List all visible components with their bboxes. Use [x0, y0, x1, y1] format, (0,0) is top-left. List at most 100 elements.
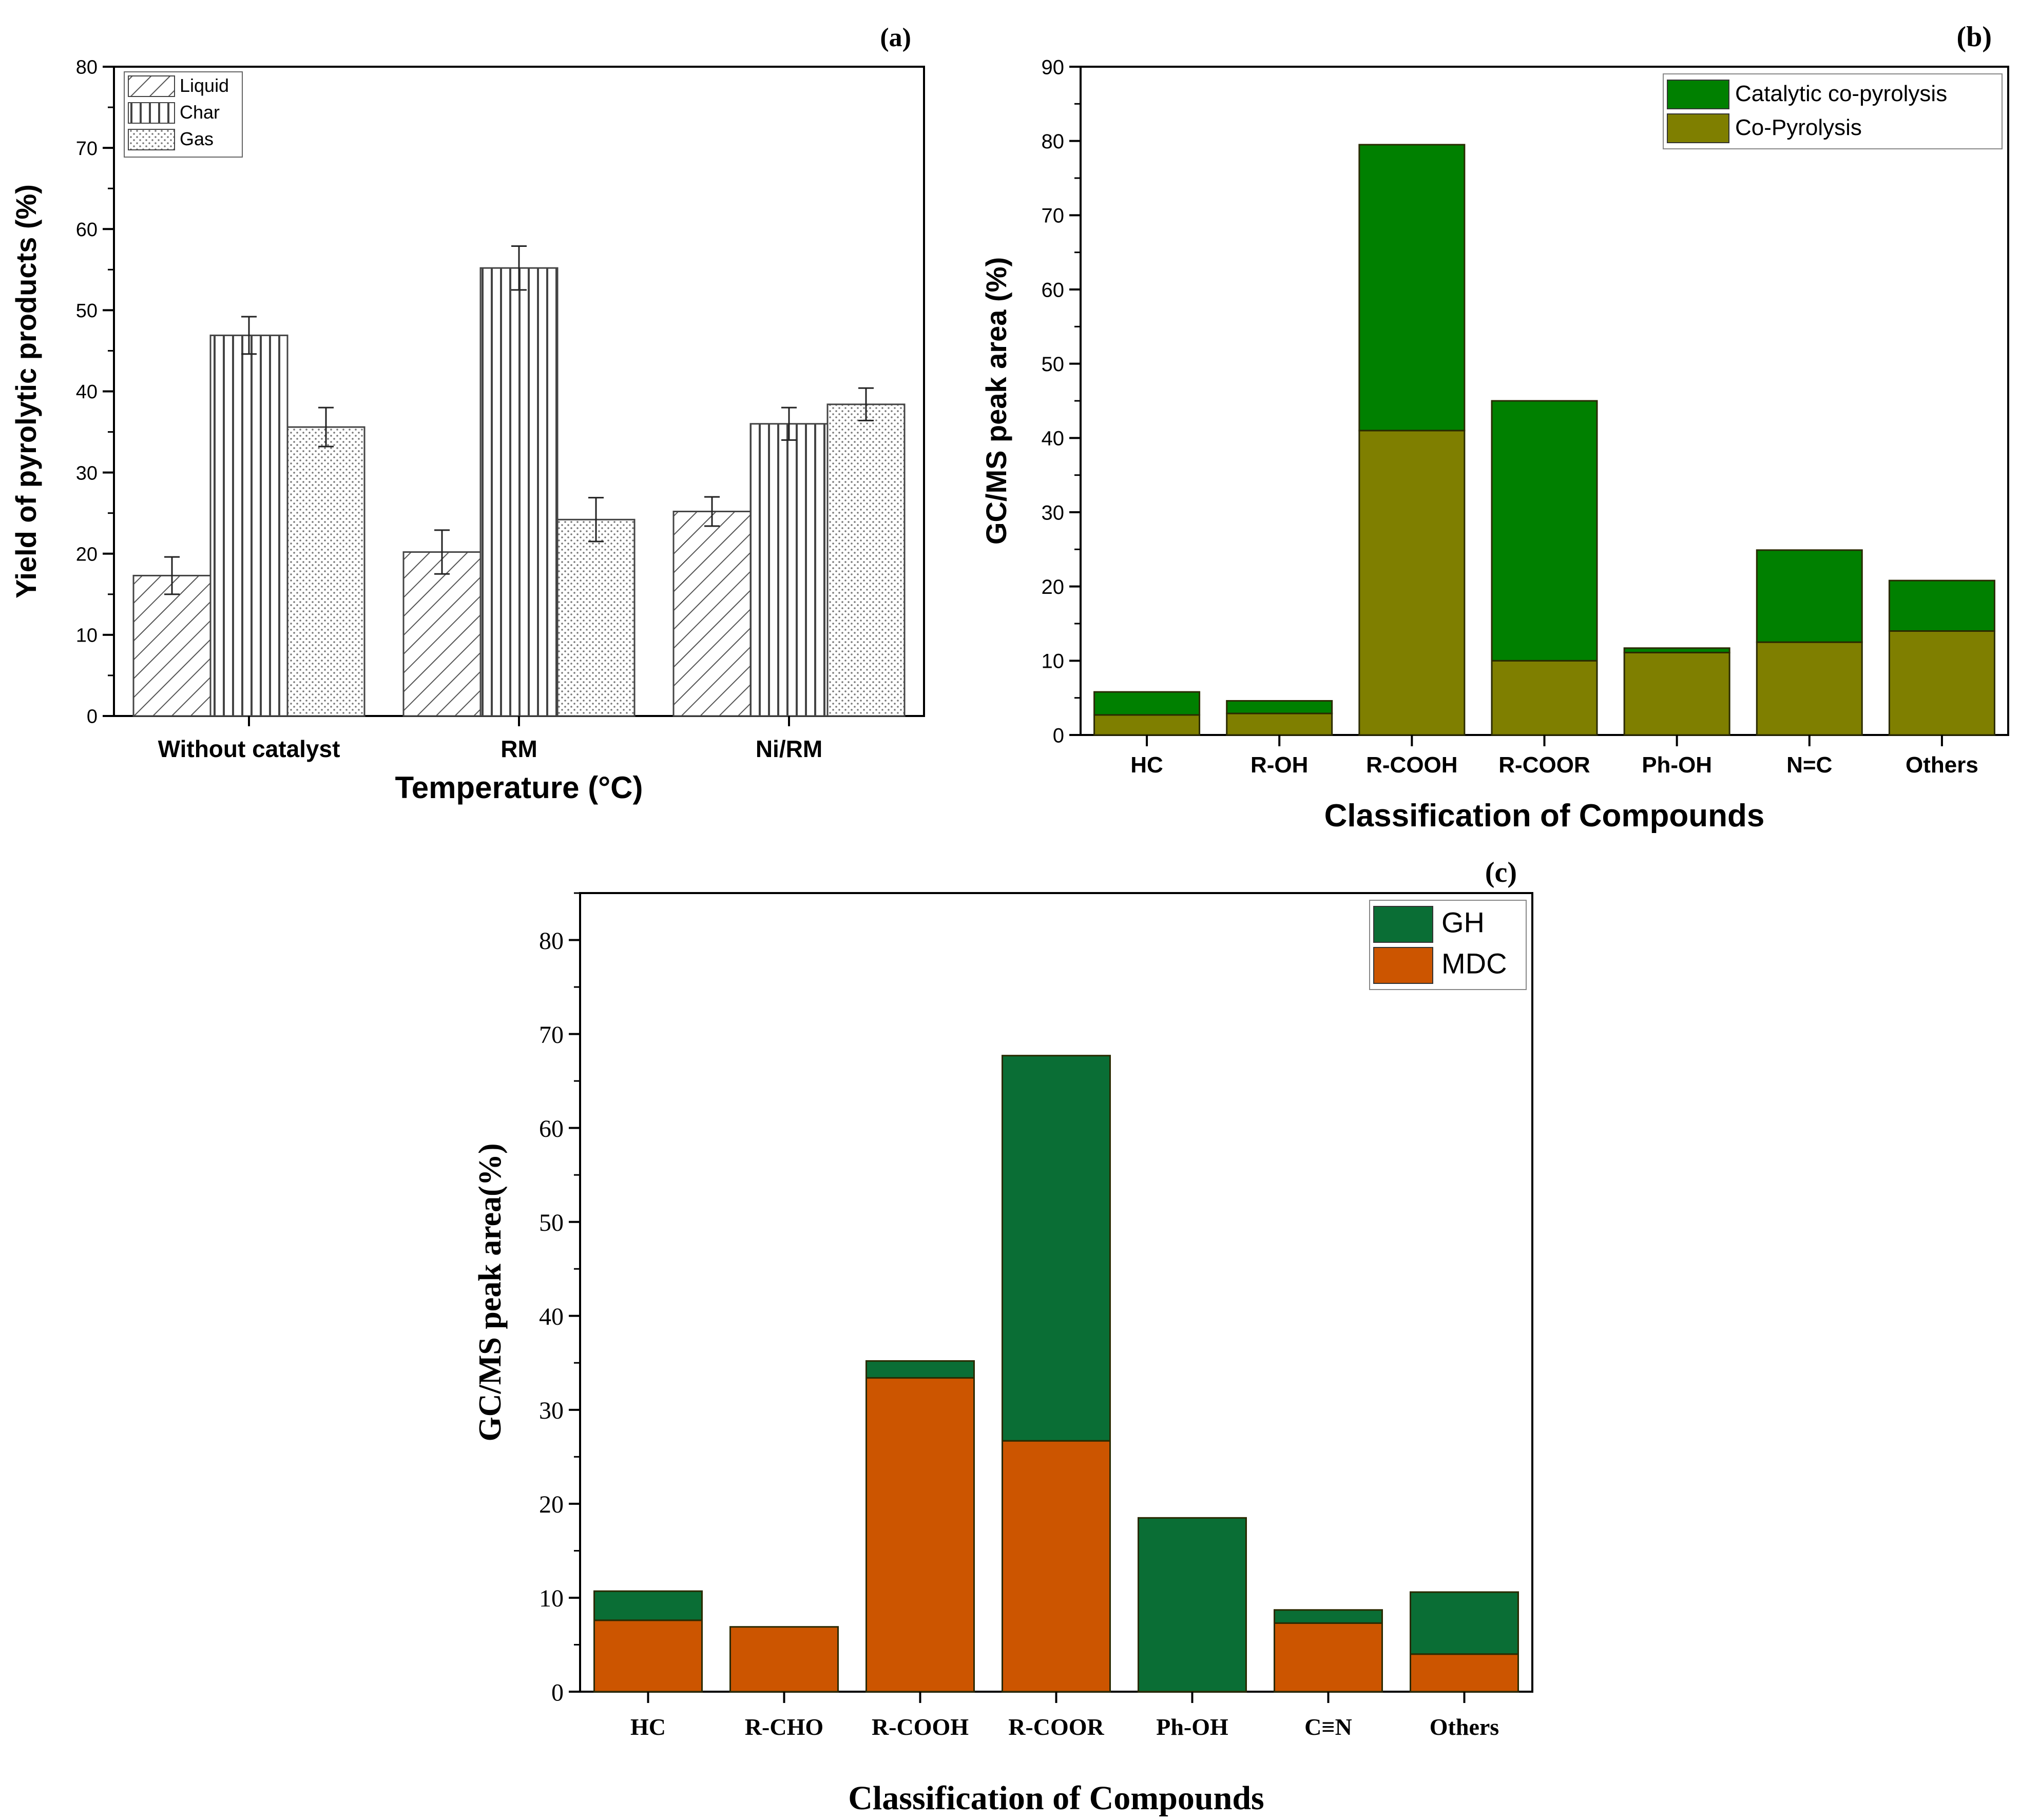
bar-gh — [1274, 1609, 1383, 1624]
legend-label: Liquid — [180, 75, 229, 96]
y-tick-label: 60 — [539, 1115, 564, 1143]
y-tick-label: 30 — [539, 1397, 564, 1424]
y-tick-label: 0 — [551, 1679, 564, 1706]
y-tick-label: 80 — [1042, 130, 1065, 153]
legend-swatch — [128, 102, 175, 124]
bar-catalytic-co-pyrolysis — [1358, 144, 1466, 432]
x-axis-label: Classification of Compounds — [848, 1779, 1264, 1817]
y-tick-label: 40 — [1042, 428, 1065, 450]
legend-swatch — [1667, 80, 1729, 109]
bar-liquid — [672, 511, 752, 717]
bar-gh — [593, 1590, 703, 1621]
bar-mdc — [1002, 1440, 1111, 1693]
legend-label: Co-Pyrolysis — [1735, 115, 1862, 140]
bar-mdc — [1274, 1622, 1383, 1693]
x-tick-label: C≡N — [1304, 1714, 1352, 1740]
x-tick-label: R-CHO — [745, 1714, 823, 1740]
bar-mdc — [865, 1377, 975, 1693]
x-tick-label: R-COOR — [1498, 752, 1590, 778]
bar-gas — [286, 426, 365, 717]
y-tick-label: 20 — [1042, 576, 1065, 598]
y-axis-label: GC/MS peak area(%) — [473, 1144, 508, 1442]
y-tick-label: 30 — [76, 462, 98, 484]
bar-gh — [865, 1360, 975, 1379]
legend-label: Catalytic co-pyrolysis — [1735, 81, 1947, 106]
legend-swatch — [1667, 113, 1729, 143]
x-tick-label: HC — [630, 1714, 666, 1740]
y-tick-label: 40 — [76, 381, 98, 403]
y-tick-label: 30 — [1042, 501, 1065, 524]
bar-catalytic-co-pyrolysis — [1888, 579, 1995, 632]
y-tick-label: 50 — [1042, 353, 1065, 376]
bar-liquid — [132, 574, 211, 717]
bar-co-pyrolysis — [1491, 660, 1598, 736]
y-tick-label: 80 — [76, 57, 98, 79]
x-tick-label: HC — [1130, 752, 1163, 778]
bar-char — [479, 267, 559, 717]
legend: Catalytic co-pyrolysis Co-Pyrolysis — [1663, 73, 2003, 149]
y-tick-label: 0 — [1053, 724, 1064, 747]
legend-swatch — [128, 129, 175, 150]
bar-catalytic-co-pyrolysis — [1623, 647, 1730, 653]
x-tick-label: R-COOR — [1008, 1714, 1104, 1740]
panel-label: (b) — [1957, 21, 1992, 53]
legend-label: Gas — [180, 128, 214, 149]
panel-c: (c) 0 10 20 30 40 50 60 70 80 GC/MS peak area(%) Cl… — [473, 857, 1533, 1817]
x-tick-label: R-COOH — [872, 1714, 969, 1740]
bar-char — [749, 423, 829, 717]
y-tick-label: 0 — [87, 706, 98, 728]
bar-co-pyrolysis — [1226, 712, 1333, 736]
bar-co-pyrolysis — [1888, 630, 1995, 736]
bar-co-pyrolysis — [1358, 430, 1466, 736]
x-tick-label: N=C — [1786, 752, 1832, 778]
panel-label: (c) — [1485, 857, 1517, 888]
y-tick-label: 50 — [76, 300, 98, 322]
y-tick-label: 60 — [1042, 279, 1065, 301]
legend-label: GH — [1441, 906, 1485, 938]
x-tick-label: Without catalyst — [158, 735, 340, 762]
x-tick-label: R-COOH — [1366, 752, 1457, 778]
x-tick-label: Others — [1430, 1714, 1499, 1740]
bar-gh — [1002, 1055, 1111, 1442]
bar-liquid — [402, 551, 482, 717]
y-tick-label: 10 — [539, 1585, 564, 1612]
legend-swatch — [128, 75, 175, 97]
x-axis-label: Classification of Compounds — [1324, 798, 1765, 834]
bar-catalytic-co-pyrolysis — [1756, 549, 1863, 643]
y-tick-label: 40 — [539, 1303, 564, 1330]
panel-a: (a) 0 10 20 30 40 50 60 70 80 Yield of pyrolytic p… — [10, 23, 925, 805]
legend-swatch — [1373, 906, 1433, 943]
bar-co-pyrolysis — [1756, 641, 1863, 736]
bar-gas — [556, 518, 636, 717]
y-tick-label: 10 — [1042, 650, 1065, 673]
bar-gh — [1138, 1517, 1247, 1693]
legend-swatch — [1373, 947, 1433, 984]
x-axis-label: Temperature (°C) — [395, 770, 643, 805]
x-tick-label: R-OH — [1251, 752, 1308, 778]
y-tick-label: 60 — [76, 219, 98, 241]
panel-b: (b) 0 10 20 30 40 50 60 70 80 90 GC/MS peak area (%… — [980, 21, 2009, 834]
legend: Liquid Char Gas — [124, 71, 243, 158]
bar-co-pyrolysis — [1093, 714, 1201, 736]
x-tick-label: Ni/RM — [756, 735, 822, 762]
y-axis-label: Yield of pyrolytic products (%) — [10, 184, 42, 598]
x-tick-label: Others — [1906, 752, 1978, 778]
y-axis-label: GC/MS peak area (%) — [980, 257, 1012, 545]
bar-mdc — [1410, 1653, 1519, 1693]
y-tick-label: 20 — [76, 544, 98, 565]
bar-gh — [1410, 1591, 1519, 1655]
x-tick-label: Ph-OH — [1642, 752, 1712, 778]
bar-catalytic-co-pyrolysis — [1226, 700, 1333, 714]
y-tick-label: 70 — [1042, 205, 1065, 227]
bar-co-pyrolysis — [1623, 651, 1730, 736]
y-tick-label: 90 — [1042, 56, 1065, 79]
y-tick-label: 70 — [539, 1021, 564, 1049]
panel-label: (a) — [880, 23, 911, 52]
y-tick-label: 20 — [539, 1491, 564, 1518]
y-tick-label: 50 — [539, 1209, 564, 1236]
legend-label: MDC — [1441, 947, 1507, 979]
bar-catalytic-co-pyrolysis — [1093, 691, 1201, 716]
bar-mdc — [593, 1619, 703, 1693]
legend: GH MDC — [1369, 900, 1527, 990]
